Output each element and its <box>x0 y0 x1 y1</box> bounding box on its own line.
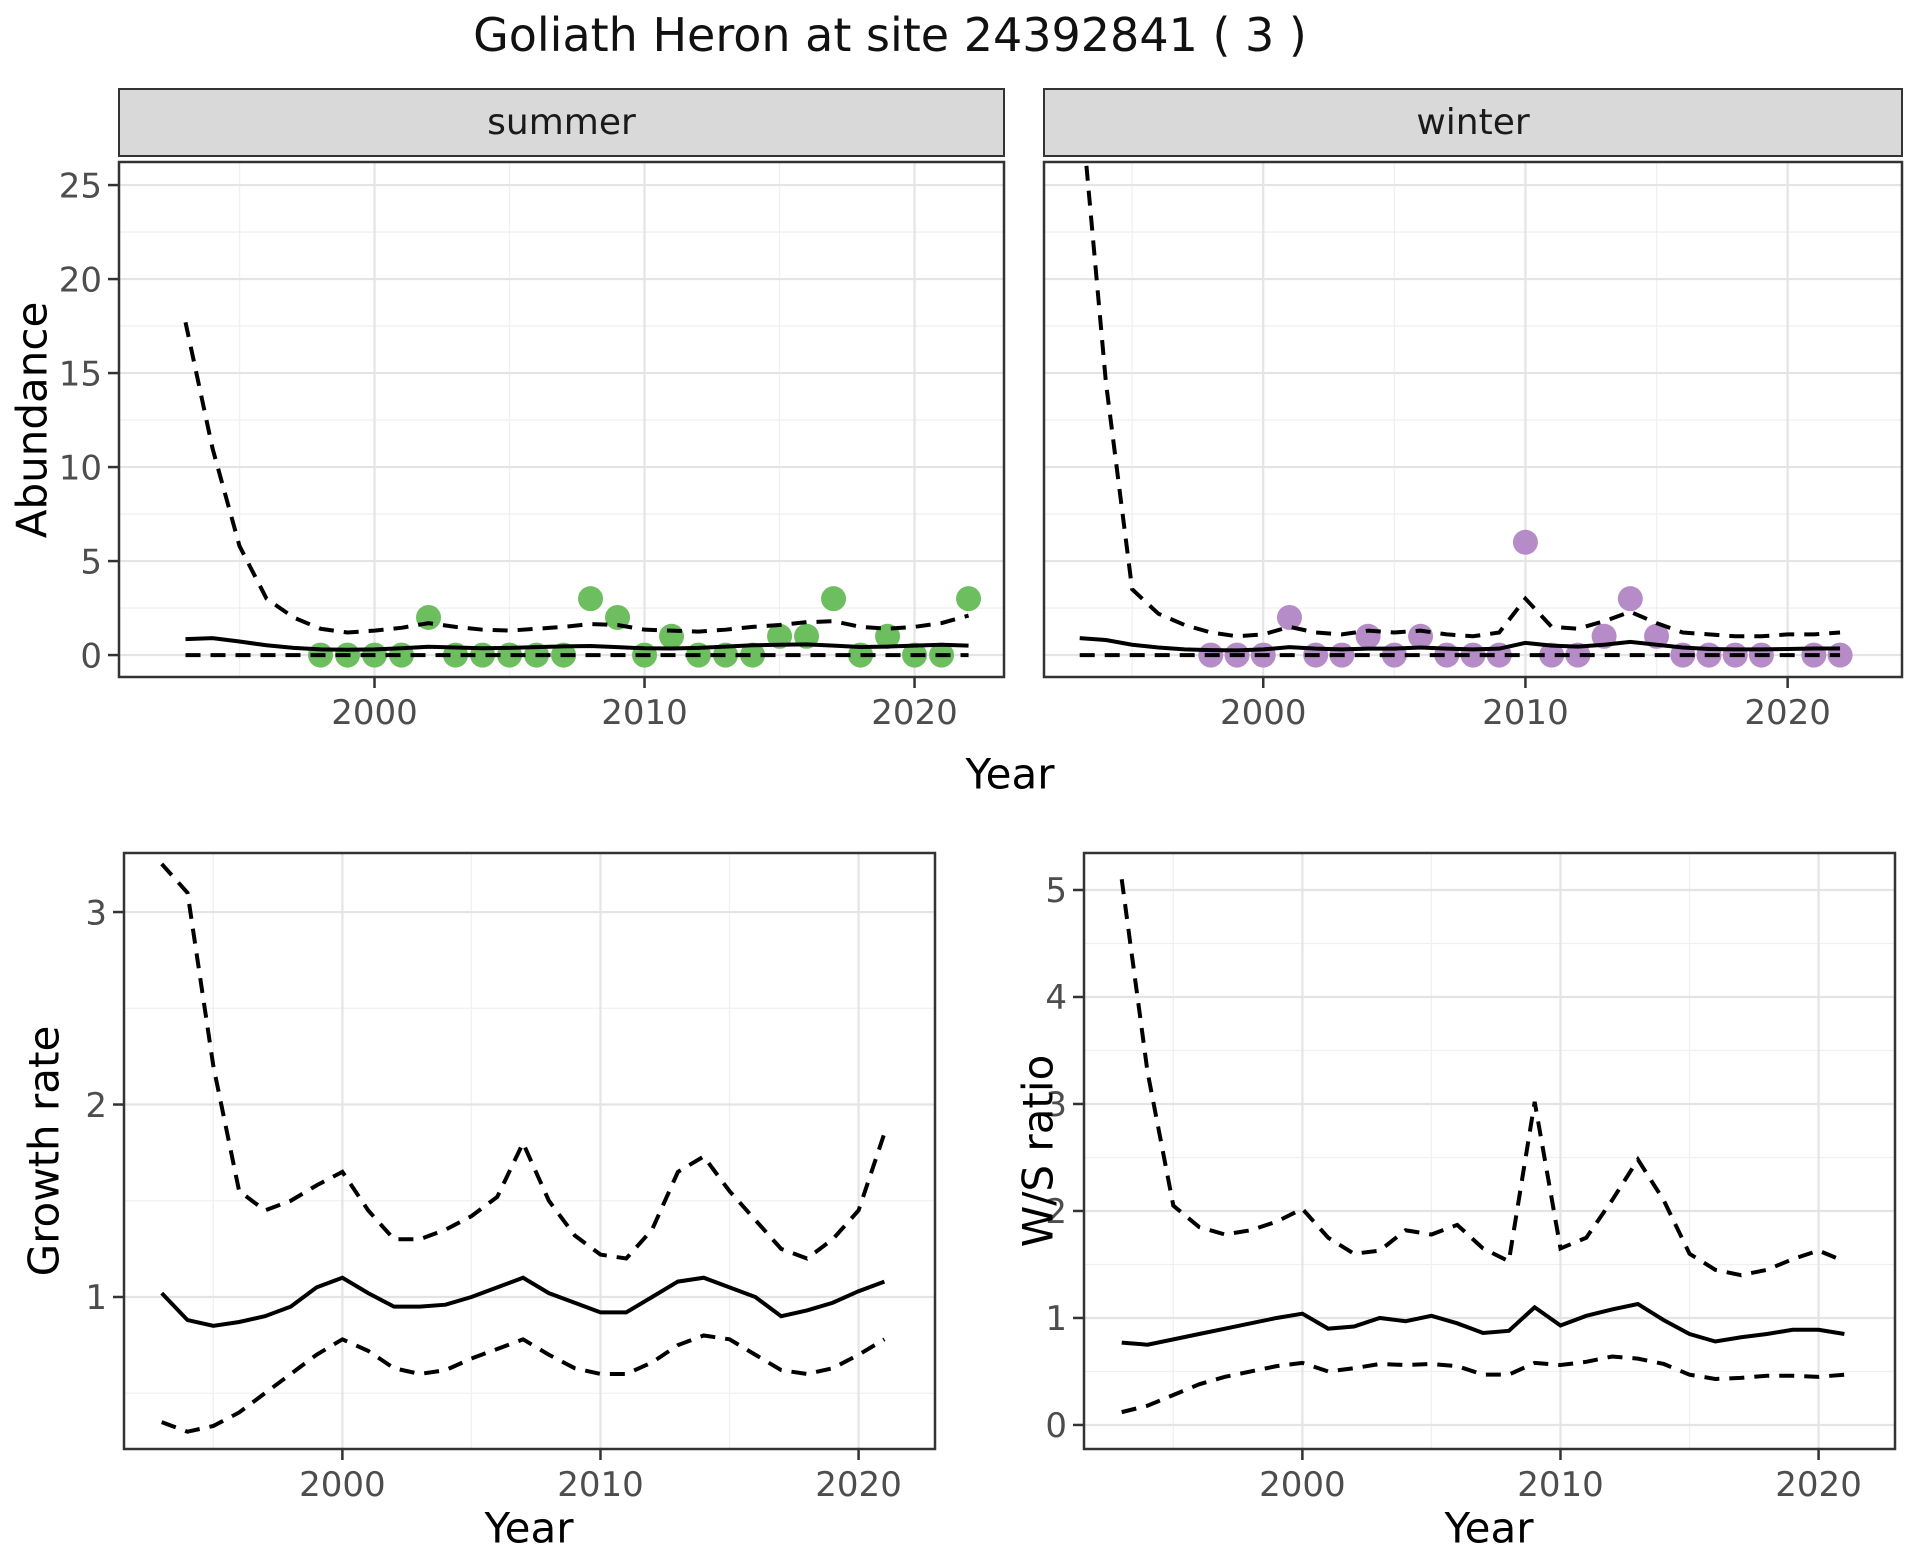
svg-text:5: 5 <box>1045 871 1067 911</box>
y-axis-title-ws-ratio: W/S ratio <box>1013 1054 1063 1248</box>
svg-text:2010: 2010 <box>1517 1465 1604 1505</box>
y-axis-title-abundance: Abundance <box>7 301 57 539</box>
svg-text:15: 15 <box>59 354 102 394</box>
x-axis-title-year-bottom-left: Year <box>484 1503 574 1553</box>
svg-text:2010: 2010 <box>1482 693 1569 733</box>
y-axis-title-growth-rate: Growth rate <box>19 1025 69 1277</box>
svg-text:2000: 2000 <box>299 1465 386 1505</box>
svg-text:1: 1 <box>85 1278 107 1318</box>
abundance-winter-chart: 2000 2010 2020 <box>1042 160 1904 733</box>
ws-ratio-chart: 2000 2010 2020 0 1 2 3 4 5 <box>1045 851 1897 1505</box>
x-axis-title-year-bottom-right: Year <box>1444 1503 1534 1553</box>
svg-text:25: 25 <box>59 166 102 206</box>
svg-text:2020: 2020 <box>871 693 958 733</box>
svg-text:2: 2 <box>1045 1192 1067 1232</box>
svg-text:2010: 2010 <box>601 693 688 733</box>
svg-text:1: 1 <box>1045 1299 1067 1339</box>
growth-rate-chart: 2000 2010 2020 1 2 3 <box>85 851 937 1505</box>
svg-text:2000: 2000 <box>1220 693 1307 733</box>
svg-text:2020: 2020 <box>815 1465 902 1505</box>
svg-text:5: 5 <box>80 542 102 582</box>
svg-text:0: 0 <box>80 636 102 676</box>
facet-strip-summer-label: summer <box>487 102 636 143</box>
svg-text:2000: 2000 <box>331 693 418 733</box>
svg-text:2: 2 <box>85 1086 107 1126</box>
svg-text:10: 10 <box>59 448 102 488</box>
facet-strip-winter-label: winter <box>1416 102 1530 143</box>
svg-text:2000: 2000 <box>1259 1465 1346 1505</box>
plot-title: Goliath Heron at site 24392841 ( 3 ) <box>473 8 1307 62</box>
svg-text:0: 0 <box>1045 1406 1067 1446</box>
svg-text:2010: 2010 <box>557 1465 644 1505</box>
svg-text:4: 4 <box>1045 978 1067 1018</box>
svg-text:3: 3 <box>85 893 107 933</box>
facet-strip-summer: summer <box>118 88 1005 157</box>
facet-strip-winter: winter <box>1043 88 1903 157</box>
svg-text:3: 3 <box>1045 1085 1067 1125</box>
svg-text:2020: 2020 <box>1744 693 1831 733</box>
svg-text:20: 20 <box>59 260 102 300</box>
svg-text:2020: 2020 <box>1775 1465 1862 1505</box>
abundance-summer-chart: 2000 2010 2020 0 5 10 15 20 25 <box>59 160 1006 733</box>
x-axis-title-year-top: Year <box>965 749 1055 799</box>
